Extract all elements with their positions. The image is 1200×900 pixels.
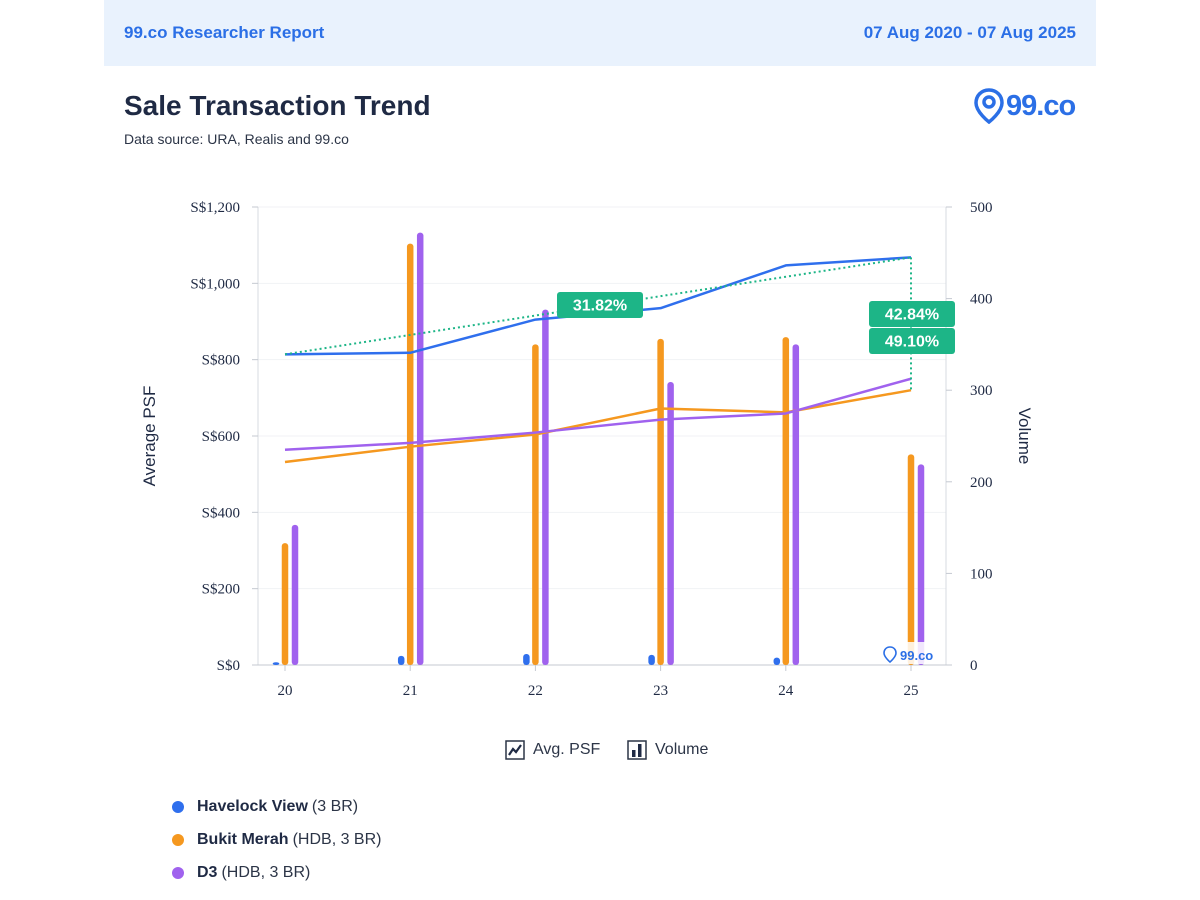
volume-bar: [532, 344, 539, 665]
watermark-text: 99.co: [900, 648, 933, 663]
y-tick-label: S$200: [202, 582, 240, 598]
brand-logo: 99.co: [974, 88, 1076, 124]
volume-bar: [792, 344, 800, 665]
havelock-view-dot: [172, 800, 184, 813]
volume-bar: [291, 524, 299, 665]
growth-badge-label: 42.84%: [885, 307, 939, 324]
psf-line: [284, 377, 912, 451]
legend-series-name: Bukit Merah: [197, 830, 289, 848]
line-chart-icon: [505, 740, 525, 760]
toggle-avg-psf-label: Avg. PSF: [533, 741, 601, 758]
volume-bar: [773, 657, 781, 665]
toggle-volume[interactable]: Volume: [627, 740, 708, 760]
y-tick-label: S$600: [202, 429, 240, 445]
y-tick-label: S$0: [217, 658, 240, 674]
y2-tick-label: 400: [970, 292, 993, 308]
location-pin-icon: [974, 88, 1004, 124]
volume-bar: [782, 337, 790, 665]
d3-dot: [172, 866, 184, 879]
legend-item-bukit-merah[interactable]: Bukit Merah (HDB, 3 BR): [172, 823, 381, 856]
volume-bar: [281, 543, 289, 665]
growth-badge: [557, 292, 643, 318]
data-source: Data source: URA, Realis and 99.co: [124, 131, 349, 147]
volume-bar: [917, 464, 925, 665]
growth-badge: [869, 328, 955, 354]
series-legend: Havelock View (3 BR) Bukit Merah (HDB, 3…: [172, 790, 381, 889]
volume-bar: [397, 655, 405, 665]
legend-series-name: Havelock View: [197, 797, 308, 815]
volume-bar: [406, 243, 414, 665]
logo-text: 99.co: [1006, 89, 1076, 122]
y-tick-label: S$800: [202, 353, 240, 369]
report-label: 99.co Researcher Report: [124, 23, 325, 42]
x-tick-label: 23: [653, 683, 668, 699]
bukit-merah-dot: [172, 833, 184, 846]
date-range: 07 Aug 2020 - 07 Aug 2025: [863, 23, 1076, 42]
volume-bar: [648, 654, 655, 665]
volume-bar: [657, 338, 664, 665]
y2-tick-label: 0: [970, 658, 978, 674]
y-axis-title: Average PSF: [140, 386, 159, 487]
volume-bar: [416, 232, 424, 665]
volume-bar: [667, 381, 674, 665]
toggle-volume-label: Volume: [655, 741, 709, 758]
toggle-avg-psf[interactable]: Avg. PSF: [505, 740, 600, 760]
watermark-pin-icon: [883, 646, 897, 664]
legend-item-havelock-view[interactable]: Havelock View (3 BR): [172, 790, 381, 823]
volume-bar: [542, 309, 549, 665]
y2-tick-label: 200: [970, 475, 993, 491]
volume-bar: [907, 454, 915, 665]
y-tick-label: S$400: [202, 505, 240, 521]
report-header: 99.co Researcher Report 07 Aug 2020 - 07…: [104, 0, 1096, 66]
x-tick-label: 25: [904, 683, 919, 699]
y-tick-label: S$1,200: [190, 200, 240, 216]
legend-series-detail: (HDB, 3 BR): [292, 830, 382, 848]
x-tick-label: 20: [278, 683, 293, 699]
x-tick-label: 24: [778, 683, 794, 699]
growth-badge-label: 49.10%: [885, 334, 939, 351]
y2-axis-title: Volume: [1015, 408, 1034, 465]
y2-tick-label: 100: [970, 566, 993, 582]
y-tick-label: S$1,000: [190, 276, 240, 292]
legend-series-detail: (HDB, 3 BR): [221, 863, 311, 881]
watermark-bg: [884, 642, 932, 664]
bar-chart-icon: [627, 740, 647, 760]
growth-badge: [869, 301, 955, 327]
volume-bar: [523, 654, 530, 665]
legend-item-d3[interactable]: D3 (HDB, 3 BR): [172, 856, 381, 889]
growth-badge-label: 31.82%: [573, 298, 627, 315]
chart-title: Sale Transaction Trend: [124, 90, 431, 121]
x-tick-label: 22: [528, 683, 543, 699]
legend-series-detail: (3 BR): [311, 797, 359, 815]
x-tick-label: 21: [403, 683, 418, 699]
volume-bar: [272, 662, 280, 665]
y2-tick-label: 300: [970, 383, 993, 399]
y2-tick-label: 500: [970, 200, 993, 216]
legend-series-name: D3: [197, 863, 218, 881]
sale-trend-chart: S$0 S$200 S$400 S$600 S$800 S$1,000 S$1,200 0 10…: [140, 200, 1034, 699]
